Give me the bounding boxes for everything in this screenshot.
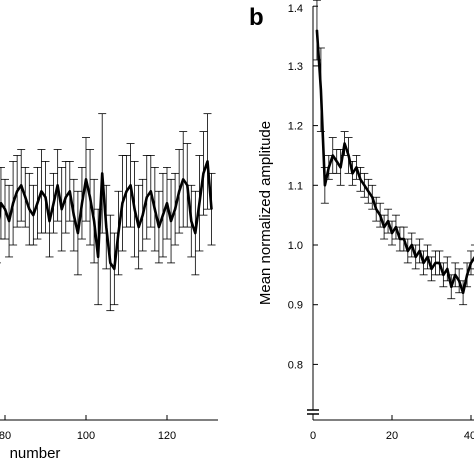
panel-b-y-tick-label-0-9: 0.9 bbox=[288, 300, 303, 312]
panel-a-x-tick-label-100: 100 bbox=[77, 430, 95, 442]
panel-b-y-tick-label-0-8: 0.8 bbox=[288, 359, 303, 371]
panel-b-x-tick-label-40: 40 bbox=[464, 430, 474, 442]
panel-a: 80 100 120 number bbox=[0, 113, 218, 462]
panel-b-x-tick-label-0: 0 bbox=[310, 430, 316, 442]
panel-a-x-axis-label: number bbox=[10, 445, 61, 462]
panel-b-y-tick-label-1-2: 1.2 bbox=[288, 121, 303, 133]
panel-a-series-line bbox=[0, 160, 213, 271]
panel-b-y-tick-label-1-1: 1.1 bbox=[288, 180, 303, 192]
panel-a-x-tick-label-80: 80 bbox=[0, 430, 11, 442]
panel-a-x-tick-label-120: 120 bbox=[158, 430, 176, 442]
panel-b-series-line bbox=[315, 30, 474, 295]
panel-b-y-tick-label-1-4: 1.4 bbox=[288, 3, 303, 15]
panel-b-x-tick-label-20: 20 bbox=[386, 430, 398, 442]
panel-b: b 0.8 0.9 1.0 1.1 1.2 1.3 1.4 Mean norma… bbox=[249, 0, 474, 442]
panel-b-y-axis-label: Mean normalized amplitude bbox=[257, 121, 274, 305]
panel-b-y-ticks bbox=[313, 5, 318, 365]
panel-b-letter: b bbox=[249, 4, 264, 31]
panel-b-y-tick-label-1-3: 1.3 bbox=[288, 61, 303, 73]
panel-b-error-bars bbox=[312, 0, 474, 306]
panel-b-y-tick-label-1-0: 1.0 bbox=[288, 240, 303, 252]
